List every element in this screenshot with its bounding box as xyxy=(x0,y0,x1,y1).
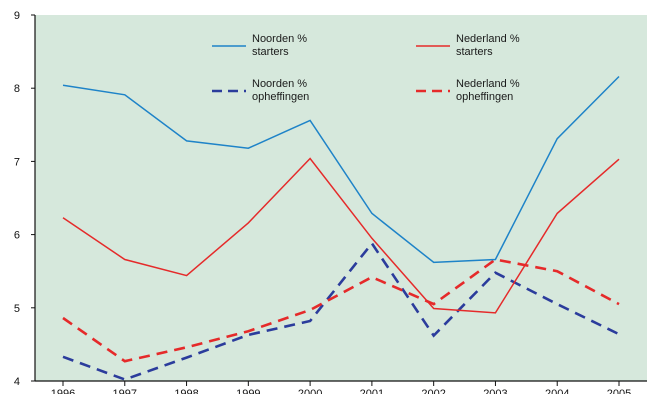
x-tick-label: 2003 xyxy=(483,388,507,394)
x-tick-label: 1997 xyxy=(113,388,137,394)
legend-label: opheffingen xyxy=(252,91,309,103)
x-tick-label: 1999 xyxy=(236,388,260,394)
y-tick-label: 7 xyxy=(14,156,20,168)
legend-label: Nederland % xyxy=(456,78,520,90)
x-axis-ticks: 1996 1997 1998 1999 2000 2001 2002 2003 2004 2005 xyxy=(51,381,631,394)
x-tick-label: 1998 xyxy=(174,388,198,394)
x-tick-label: 2004 xyxy=(545,388,569,394)
y-tick-label: 5 xyxy=(14,303,20,315)
y-tick-label: 6 xyxy=(14,230,20,242)
y-tick-label: 8 xyxy=(14,83,20,95)
series-line-0 xyxy=(62,75,620,264)
legend-label: Noorden % xyxy=(252,33,307,45)
x-tick-label: 2005 xyxy=(607,388,631,394)
legend-label: Noorden % xyxy=(252,78,307,90)
x-tick-label: 1996 xyxy=(51,388,75,394)
x-tick-label: 2000 xyxy=(298,388,322,394)
series-line-1 xyxy=(62,157,620,314)
x-tick-label: 2002 xyxy=(421,388,445,394)
legend-label: starters xyxy=(456,46,493,58)
legend-label: opheffingen xyxy=(456,91,513,103)
series-lines xyxy=(62,75,620,381)
y-axis-ticks: 4 5 6 7 8 9 xyxy=(14,10,35,388)
series-line-3 xyxy=(62,258,620,363)
legend-label: starters xyxy=(252,46,289,58)
y-tick-label: 9 xyxy=(14,10,20,22)
x-tick-label: 2001 xyxy=(360,388,384,394)
y-tick-label: 4 xyxy=(14,376,20,388)
series-line-2 xyxy=(62,241,620,381)
legend-label: Nederland % xyxy=(456,33,520,45)
